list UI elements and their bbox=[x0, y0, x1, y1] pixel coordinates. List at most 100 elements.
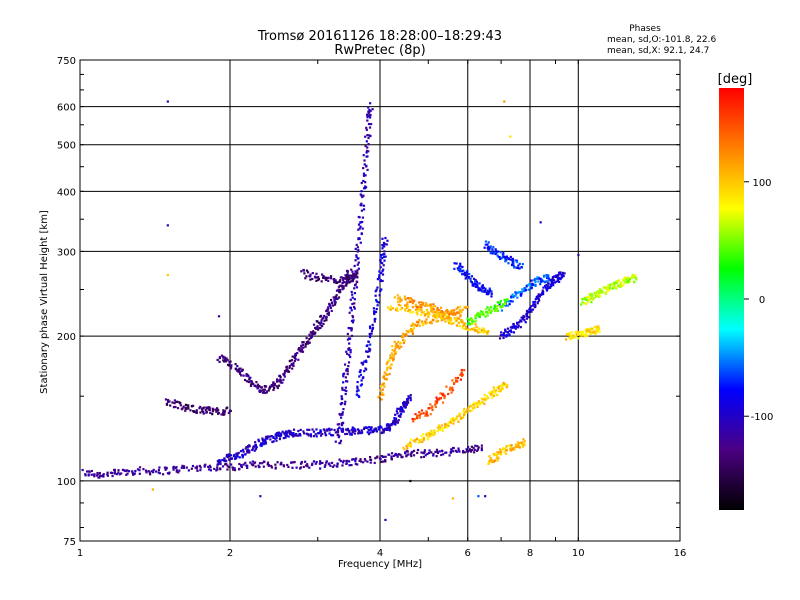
data-point bbox=[309, 275, 312, 278]
data-point bbox=[333, 428, 336, 432]
data-point bbox=[484, 315, 487, 318]
data-point bbox=[479, 310, 483, 313]
data-point bbox=[382, 460, 385, 463]
data-point bbox=[223, 459, 226, 463]
data-point bbox=[399, 410, 402, 413]
data-point bbox=[233, 467, 236, 470]
data-point bbox=[608, 287, 611, 290]
data-point bbox=[412, 449, 416, 452]
data-point bbox=[297, 358, 300, 361]
data-point bbox=[102, 474, 105, 477]
data-point bbox=[619, 283, 622, 286]
data-point bbox=[500, 306, 503, 309]
data-point bbox=[484, 287, 487, 290]
data-point bbox=[225, 459, 228, 462]
data-point bbox=[498, 303, 501, 306]
data-point bbox=[344, 380, 348, 383]
data-point bbox=[441, 401, 445, 404]
data-point bbox=[501, 387, 504, 390]
data-point bbox=[306, 465, 309, 468]
data-point bbox=[364, 181, 367, 184]
data-point bbox=[511, 300, 514, 303]
data-point bbox=[549, 278, 552, 282]
data-point bbox=[166, 400, 170, 404]
data-point bbox=[336, 423, 339, 426]
data-point bbox=[286, 369, 290, 372]
data-point bbox=[371, 430, 375, 434]
data-point bbox=[412, 327, 415, 330]
data-point bbox=[325, 315, 328, 318]
data-point bbox=[246, 448, 250, 451]
data-point bbox=[596, 329, 599, 332]
data-point bbox=[586, 301, 590, 304]
data-point bbox=[447, 316, 451, 319]
data-point bbox=[189, 409, 192, 412]
data-point bbox=[351, 321, 355, 324]
data-point bbox=[512, 322, 515, 326]
data-point bbox=[449, 322, 452, 325]
data-point bbox=[596, 290, 599, 293]
data-point bbox=[366, 344, 369, 347]
data-point bbox=[245, 445, 248, 449]
data-point bbox=[475, 313, 478, 317]
data-point bbox=[472, 277, 476, 280]
data-point bbox=[388, 424, 391, 427]
data-point bbox=[430, 432, 433, 435]
data-point bbox=[317, 321, 321, 324]
data-point bbox=[447, 424, 450, 428]
data-point bbox=[323, 314, 326, 318]
data-point bbox=[402, 410, 405, 413]
data-point bbox=[285, 434, 289, 437]
data-point bbox=[411, 302, 414, 305]
data-point bbox=[280, 461, 283, 464]
data-point bbox=[390, 424, 393, 427]
data-point bbox=[400, 307, 404, 310]
data-point bbox=[261, 462, 264, 465]
data-point bbox=[627, 280, 630, 283]
data-point bbox=[449, 421, 453, 424]
data-point bbox=[420, 438, 423, 441]
data-point bbox=[395, 307, 398, 310]
data-point bbox=[312, 460, 316, 463]
data-point bbox=[298, 346, 301, 350]
data-point bbox=[478, 313, 482, 316]
data-point bbox=[463, 369, 466, 372]
data-point bbox=[451, 450, 455, 453]
data-point bbox=[255, 380, 258, 384]
data-point bbox=[401, 455, 404, 458]
data-point bbox=[85, 470, 89, 473]
data-point bbox=[217, 461, 220, 464]
data-point bbox=[524, 289, 527, 292]
data-point bbox=[507, 262, 510, 265]
data-point bbox=[487, 247, 491, 250]
data-point bbox=[254, 448, 258, 451]
data-point bbox=[277, 433, 280, 436]
data-point bbox=[202, 410, 205, 414]
data-point bbox=[406, 309, 410, 313]
data-point bbox=[172, 465, 175, 468]
data-point bbox=[359, 458, 362, 461]
data-point bbox=[420, 412, 423, 415]
data-point bbox=[385, 377, 388, 381]
data-point bbox=[306, 271, 310, 274]
data-point bbox=[509, 449, 513, 452]
data-point bbox=[460, 374, 464, 378]
data-point bbox=[339, 416, 343, 419]
data-point bbox=[594, 327, 598, 330]
data-point bbox=[389, 308, 392, 311]
data-point bbox=[586, 334, 589, 337]
data-point bbox=[388, 359, 391, 362]
data-point bbox=[417, 320, 420, 324]
data-point bbox=[587, 329, 590, 332]
data-point bbox=[150, 470, 153, 473]
data-point bbox=[309, 433, 313, 436]
data-point bbox=[350, 334, 354, 338]
data-point bbox=[607, 284, 610, 287]
data-point bbox=[406, 397, 409, 401]
data-point bbox=[249, 461, 252, 464]
data-point bbox=[272, 388, 275, 392]
data-point bbox=[375, 298, 378, 302]
data-point bbox=[350, 428, 353, 431]
data-point bbox=[366, 119, 369, 122]
data-point bbox=[488, 460, 491, 463]
